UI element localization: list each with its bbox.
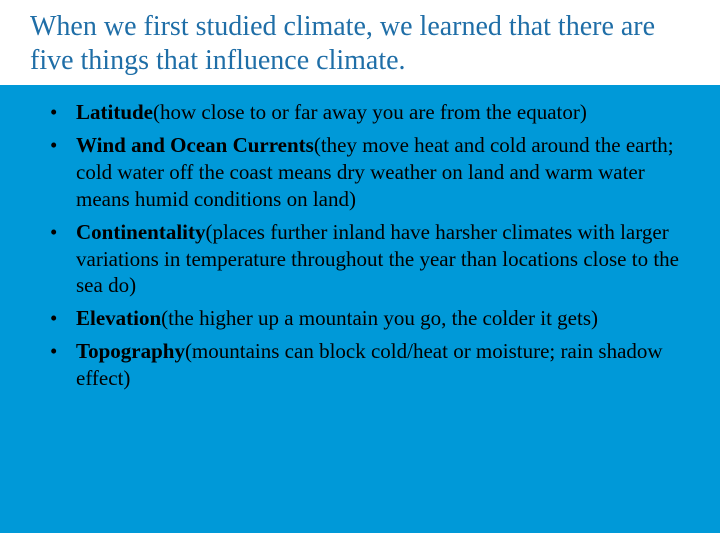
slide-title: When we first studied climate, we learne… — [30, 10, 690, 77]
bullet-desc: (how close to or far away you are from t… — [153, 100, 587, 124]
bullet-term: Wind and Ocean Currents — [76, 133, 314, 157]
list-item: Elevation(the higher up a mountain you g… — [50, 305, 690, 332]
bullet-list: Latitude(how close to or far away you ar… — [50, 99, 690, 392]
bullet-term: Continentality — [76, 220, 206, 244]
list-item: Continentality(places further inland hav… — [50, 219, 690, 300]
slide: When we first studied climate, we learne… — [0, 0, 720, 540]
list-item: Latitude(how close to or far away you ar… — [50, 99, 690, 126]
list-item: Wind and Ocean Currents(they move heat a… — [50, 132, 690, 213]
bullet-term: Topography — [76, 339, 185, 363]
bullet-term: Elevation — [76, 306, 161, 330]
title-area: When we first studied climate, we learne… — [0, 0, 720, 85]
list-item: Topography(mountains can block cold/heat… — [50, 338, 690, 392]
body-area: Latitude(how close to or far away you ar… — [0, 85, 720, 533]
bullet-desc: (the higher up a mountain you go, the co… — [161, 306, 598, 330]
bullet-term: Latitude — [76, 100, 153, 124]
